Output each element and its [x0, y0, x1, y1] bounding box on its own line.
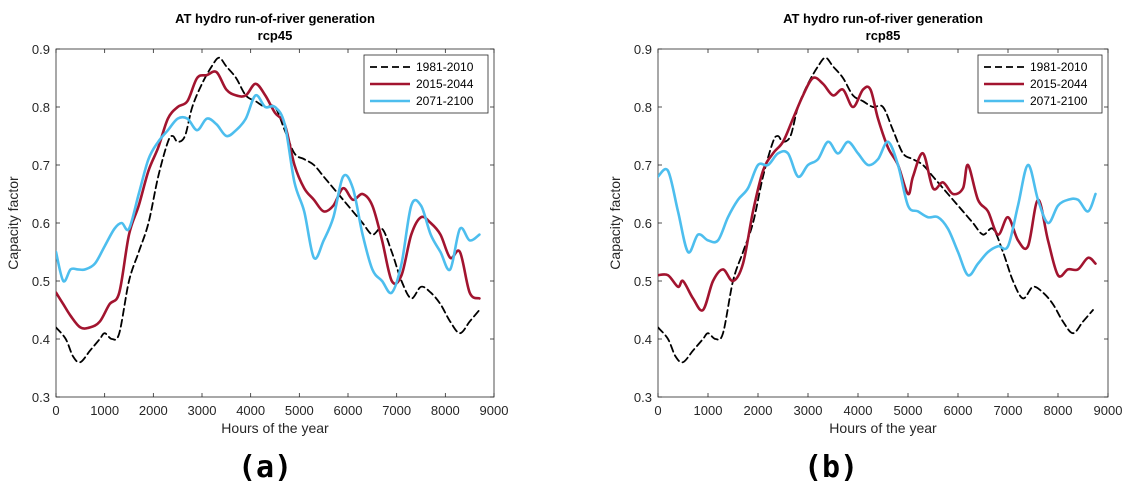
y-tick-label: 0.5 — [634, 274, 652, 289]
x-axis-label: Hours of the year — [829, 420, 937, 436]
series-line-2071-2100 — [658, 140, 1097, 277]
x-tick-label: 8000 — [431, 403, 460, 418]
y-tick-label: 0.8 — [32, 100, 50, 115]
y-tick-label: 0.9 — [32, 42, 50, 57]
x-tick-label: 7000 — [382, 403, 411, 418]
chart-title: AT hydro run-of-river generation — [175, 11, 375, 26]
x-tick-label: 2000 — [139, 403, 168, 418]
x-tick-label: 0 — [654, 403, 661, 418]
x-tick-label: 4000 — [844, 403, 873, 418]
y-tick-label: 0.3 — [634, 390, 652, 405]
x-tick-label: 3000 — [188, 403, 217, 418]
x-tick-label: 9000 — [1094, 403, 1123, 418]
chart-subtitle: rcp85 — [866, 28, 901, 43]
y-tick-label: 0.9 — [634, 42, 652, 57]
chart-panel-a: AT hydro run-of-river generation rcp45 0 10… — [5, 11, 509, 485]
x-tick-label: 0 — [52, 403, 59, 418]
y-tick-label: 0.4 — [32, 332, 50, 347]
y-tick-label: 0.8 — [634, 100, 652, 115]
x-tick-label: 7000 — [994, 403, 1023, 418]
series-line-1981-2010 — [56, 56, 481, 364]
legend-label-2015-2044: 2015-2044 — [1030, 77, 1088, 91]
series-group — [658, 56, 1097, 364]
y-tick-label: 0.6 — [634, 216, 652, 231]
panel-label-b: (b) — [804, 450, 859, 485]
x-tick-label: 5000 — [285, 403, 314, 418]
legend-label-2015-2044: 2015-2044 — [416, 77, 474, 91]
chart-a-svg: AT hydro run-of-river generation rcp45 0 10… — [5, 11, 509, 436]
chart-b-svg: AT hydro run-of-river generation rcp85 0 10… — [607, 11, 1123, 436]
y-tick-label: 0.6 — [32, 216, 50, 231]
y-tick-label: 0.5 — [32, 274, 50, 289]
x-tick-label: 2000 — [744, 403, 773, 418]
x-axis-label: Hours of the year — [221, 420, 329, 436]
series-line-2071-2100 — [56, 93, 481, 295]
legend-label-1981-2010: 1981-2010 — [1030, 60, 1088, 74]
x-tick-label: 1000 — [694, 403, 723, 418]
y-tick-label: 0.7 — [634, 158, 652, 173]
y-tick-label: 0.7 — [32, 158, 50, 173]
chart-panel-b: AT hydro run-of-river generation rcp85 0 10… — [566, 0, 1132, 495]
panel-label-a: (a) — [238, 450, 293, 485]
chart-title: AT hydro run-of-river generation — [783, 11, 983, 26]
x-tick-label: 8000 — [1044, 403, 1073, 418]
x-tick-label: 3000 — [794, 403, 823, 418]
x-tick-label: 4000 — [236, 403, 265, 418]
legend-label-2071-2100: 2071-2100 — [1030, 94, 1088, 108]
legend-label-1981-2010: 1981-2010 — [416, 60, 474, 74]
legend-label-2071-2100: 2071-2100 — [416, 94, 474, 108]
series-group — [56, 56, 481, 364]
x-tick-label: 5000 — [894, 403, 923, 418]
x-tick-label: 1000 — [90, 403, 119, 418]
y-axis-label: Capacity factor — [5, 176, 21, 270]
x-tick-label: 9000 — [480, 403, 509, 418]
y-tick-label: 0.3 — [32, 390, 50, 405]
y-axis-label: Capacity factor — [607, 176, 623, 270]
y-tick-label: 0.4 — [634, 332, 652, 347]
series-line-2015-2044 — [658, 76, 1097, 312]
chart-subtitle: rcp45 — [258, 28, 293, 43]
x-tick-label: 6000 — [944, 403, 973, 418]
series-line-2015-2044 — [56, 70, 481, 330]
x-tick-label: 6000 — [334, 403, 363, 418]
